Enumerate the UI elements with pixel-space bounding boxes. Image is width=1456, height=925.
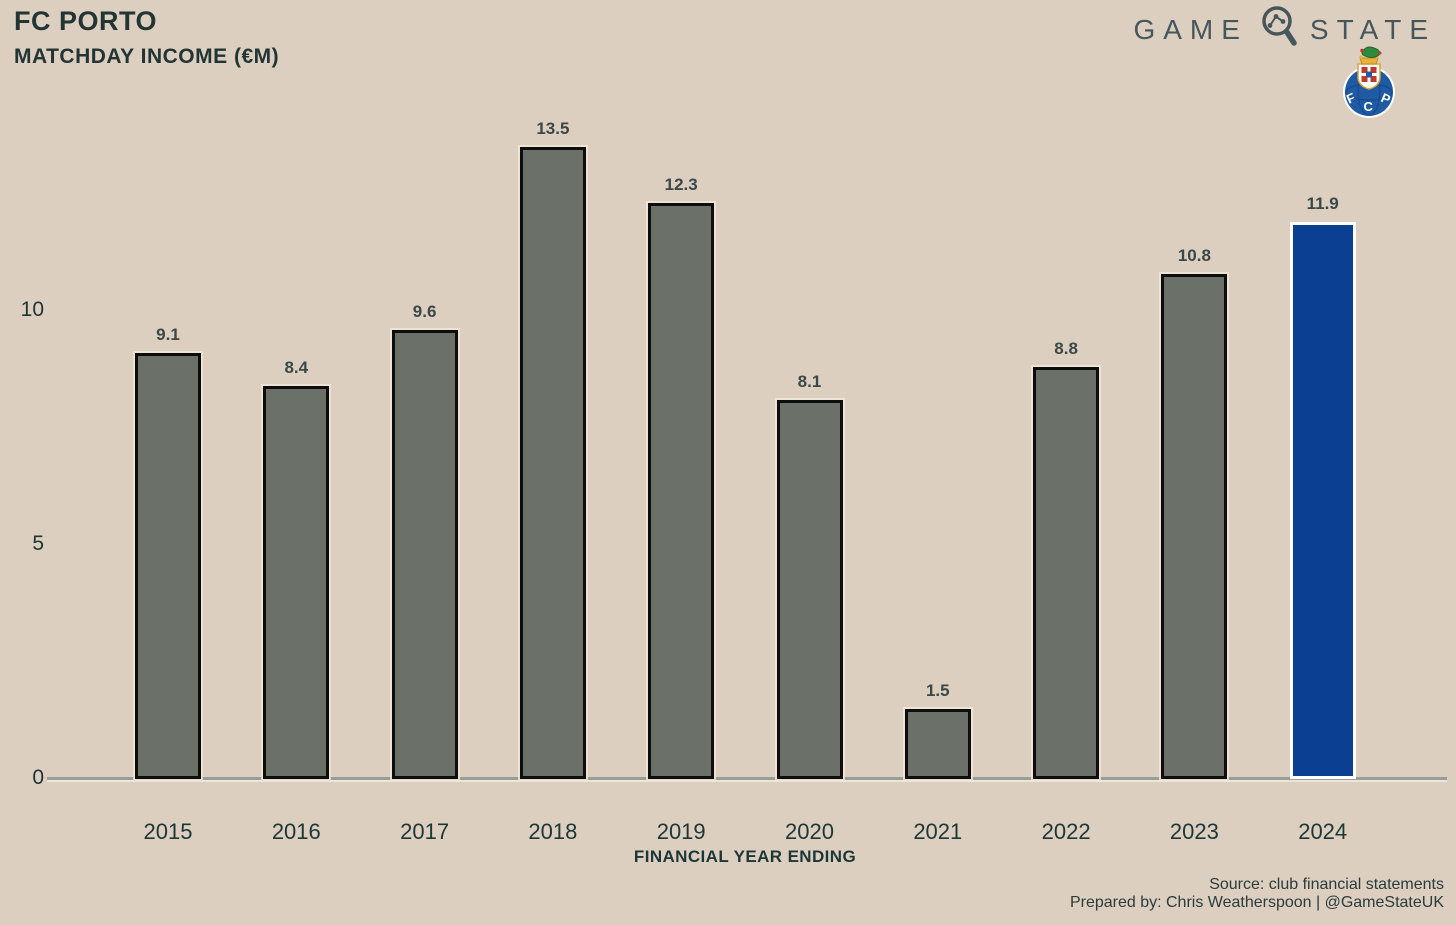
bar-2017: [391, 330, 458, 779]
bar-value-label: 12.3: [664, 175, 698, 194]
magnifier-chart-icon: [1258, 4, 1300, 55]
bar-value-label: 9.1: [156, 325, 180, 344]
x-axis-line: [47, 777, 1447, 780]
logo-word-state: STATE: [1309, 13, 1436, 45]
bar-2023: [1161, 274, 1228, 779]
chart-subtitle: MATCHDAY INCOME (€M): [14, 45, 280, 68]
bar-value-label: 11.9: [1306, 194, 1339, 213]
x-tick-label: 2016: [271, 819, 321, 844]
y-tick-label: 10: [20, 298, 44, 321]
x-tick-label: 2022: [1041, 819, 1091, 844]
x-axis-title: FINANCIAL YEAR ENDING: [633, 847, 857, 866]
bar-value-label: 8.8: [1054, 339, 1078, 358]
x-tick-label: 2017: [400, 819, 450, 844]
footer-credits: Source: club financial statements Prepar…: [1070, 876, 1444, 912]
bar-2020: [776, 400, 843, 779]
bar-value-label: 8.1: [797, 372, 822, 391]
page-title: FC PORTO: [14, 6, 158, 36]
bar-2015: [135, 353, 201, 779]
y-tick-label: 5: [32, 532, 44, 555]
x-tick-label: 2023: [1169, 819, 1219, 844]
bar-2022: [1033, 367, 1100, 779]
bar-2016: [263, 386, 330, 779]
fc-porto-crest: F C P: [1338, 45, 1400, 124]
bar-value-label: 1.5: [925, 681, 950, 700]
x-tick-label: 2019: [656, 819, 706, 844]
logo-word-game: GAME: [1133, 13, 1248, 45]
svg-text:C: C: [1364, 99, 1374, 114]
bar-2024: [1289, 222, 1356, 779]
prepared-by-text: Prepared by: Chris Weatherspoon | @GameS…: [1069, 894, 1444, 911]
x-tick-label: 2018: [528, 819, 578, 844]
x-tick-label: 2015: [143, 819, 193, 844]
bar-2021: [904, 709, 971, 779]
bar-2019: [648, 203, 715, 779]
bar-2018: [519, 147, 586, 779]
x-tick-label: 2024: [1298, 819, 1348, 844]
bar-value-label: 10.8: [1177, 246, 1211, 265]
bar-value-label: 13.5: [536, 119, 570, 138]
x-tick-label: 2020: [785, 819, 834, 844]
game-state-logo: GAME STATE: [1133, 4, 1436, 55]
bar-value-label: 8.4: [284, 358, 309, 377]
bar-value-label: 9.6: [412, 302, 437, 321]
source-text: Source: club financial statements: [1209, 876, 1444, 893]
y-tick-label: 0: [32, 766, 44, 789]
x-tick-label: 2021: [913, 819, 963, 844]
